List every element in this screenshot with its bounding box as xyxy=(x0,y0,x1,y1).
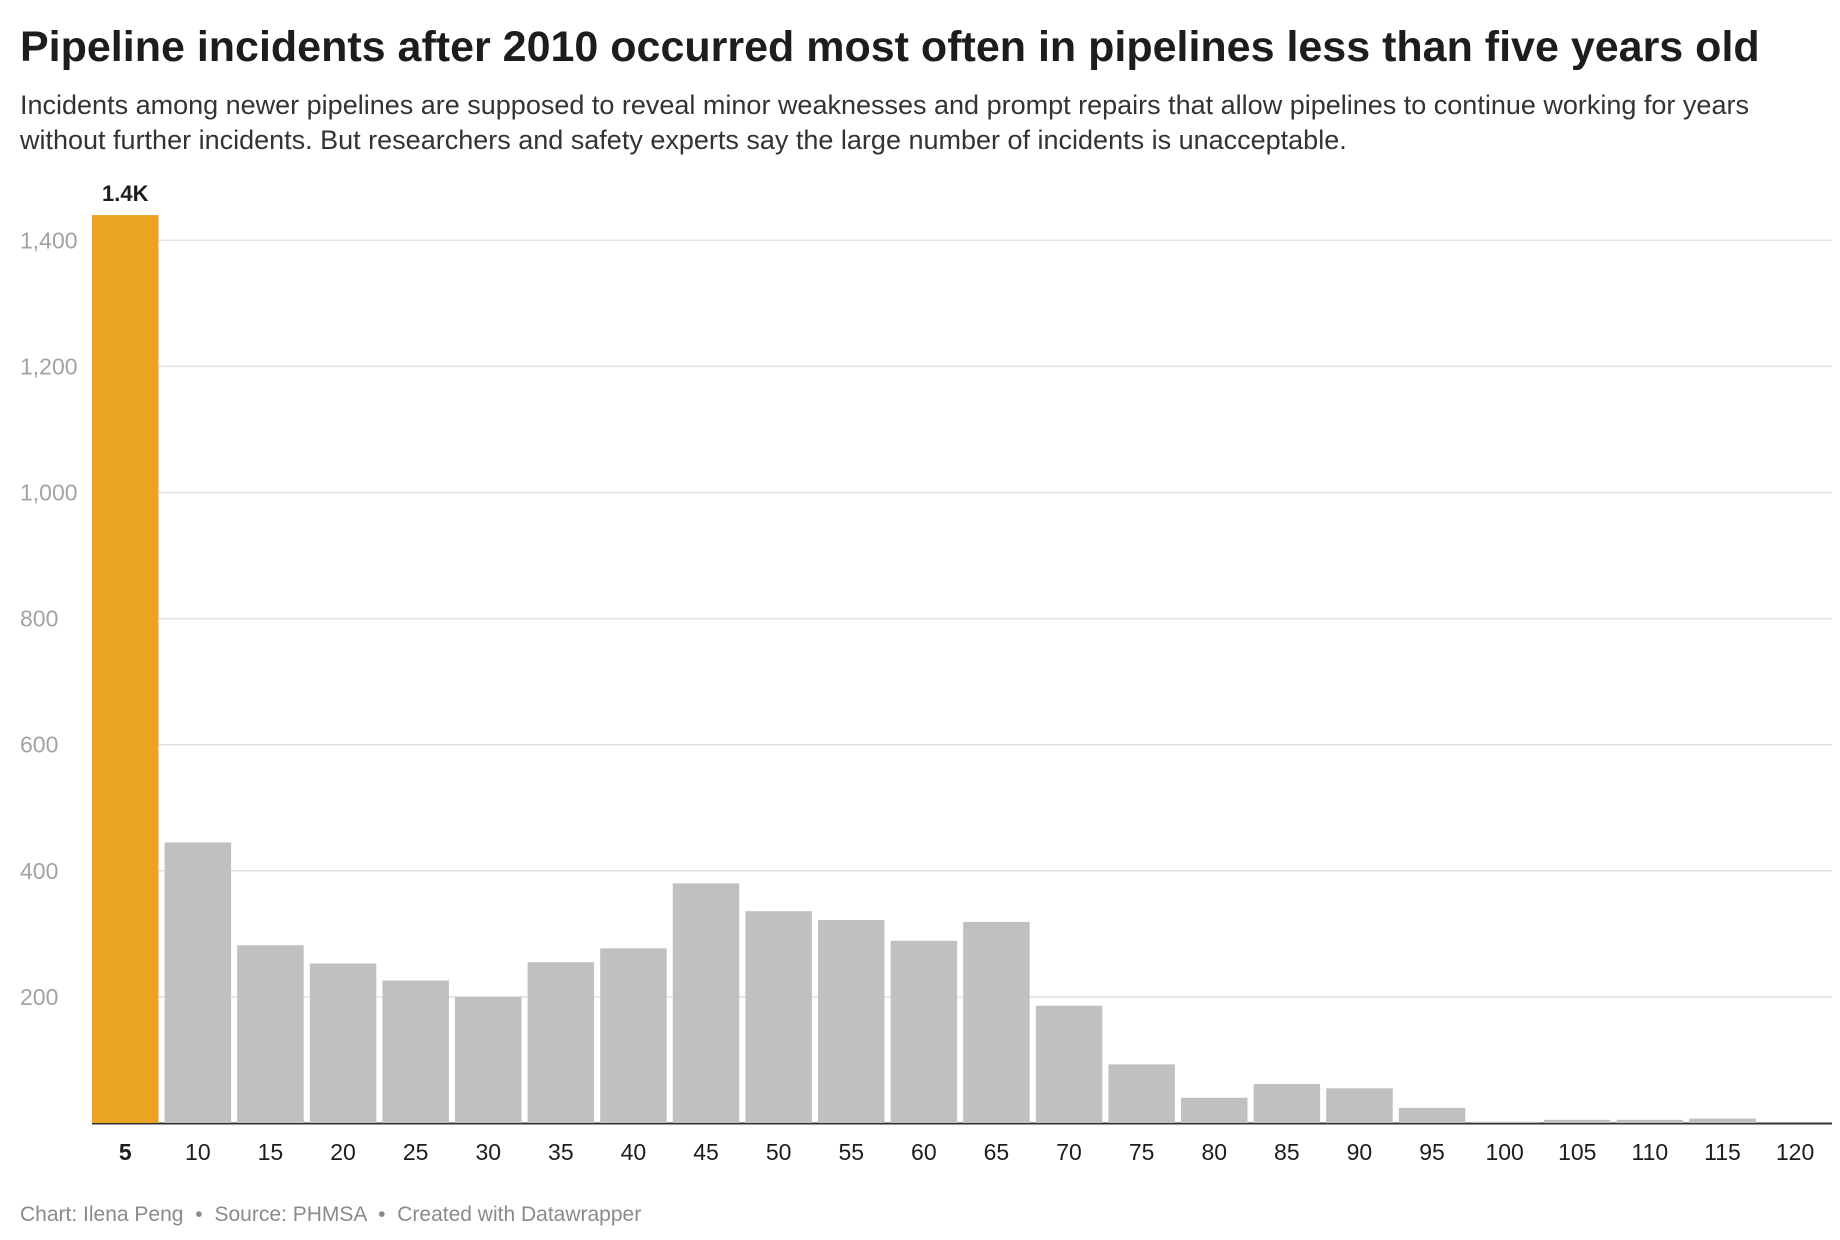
x-tick-label: 50 xyxy=(766,1139,792,1165)
chart-footer: Chart: Ilena Peng • Source: PHMSA • Crea… xyxy=(20,1203,641,1227)
bar-40 xyxy=(600,948,667,1123)
bar-90 xyxy=(1326,1088,1393,1123)
x-tick-label: 90 xyxy=(1347,1139,1373,1165)
x-tick-label: 105 xyxy=(1558,1139,1596,1165)
x-tick-label: 45 xyxy=(693,1139,719,1165)
x-tick-label: 40 xyxy=(621,1139,647,1165)
bar-value-label: 1.4K xyxy=(102,181,149,206)
x-tick-label: 5 xyxy=(119,1139,132,1165)
y-tick-label: 200 xyxy=(20,984,58,1010)
bar-75 xyxy=(1108,1064,1175,1123)
bar-50 xyxy=(745,911,812,1123)
x-tick-label: 95 xyxy=(1419,1139,1445,1165)
x-tick-label: 80 xyxy=(1201,1139,1227,1165)
y-tick-label: 1,000 xyxy=(20,480,78,506)
y-tick-label: 800 xyxy=(20,606,58,632)
bar-110 xyxy=(1616,1119,1684,1123)
x-tick-label: 55 xyxy=(838,1139,864,1165)
bar-115 xyxy=(1689,1118,1756,1123)
bar-60 xyxy=(890,940,958,1123)
x-tick-label: 115 xyxy=(1704,1139,1741,1165)
x-tick-label: 30 xyxy=(475,1139,501,1165)
bar-30 xyxy=(455,996,522,1123)
bar-15 xyxy=(237,945,304,1123)
bar-35 xyxy=(527,962,595,1123)
source-credit: Source: PHMSA xyxy=(214,1203,367,1226)
footer-separator: • xyxy=(195,1203,203,1226)
x-tick-label: 100 xyxy=(1485,1139,1523,1165)
chart-subtitle: Incidents among newer pipelines are supp… xyxy=(20,90,1749,155)
bar-95 xyxy=(1398,1107,1466,1123)
x-tick-label: 35 xyxy=(548,1139,574,1165)
bar-chart: 200 400 600 800 1,000 1,200 1,400 5 1.4K 10 15 20 25… xyxy=(20,181,1832,1165)
chart-title: Pipeline incidents after 2010 occurred m… xyxy=(20,23,1760,71)
bar-105 xyxy=(1544,1119,1611,1123)
x-tick-label: 120 xyxy=(1776,1139,1814,1165)
y-tick-label: 1,200 xyxy=(20,353,78,379)
x-tick-label: 20 xyxy=(330,1139,356,1165)
x-tick-label: 75 xyxy=(1129,1139,1155,1165)
footer-separator: • xyxy=(378,1203,386,1226)
x-tick-label: 15 xyxy=(258,1139,284,1165)
grid-lines xyxy=(92,239,1832,1125)
bar-10 xyxy=(164,842,232,1123)
y-tick-label: 600 xyxy=(20,732,58,758)
bar-65 xyxy=(963,921,1030,1123)
bar-25 xyxy=(382,980,449,1123)
bar-45 xyxy=(672,883,740,1123)
chart-credit: Chart: Ilena Peng xyxy=(20,1203,184,1226)
bar-70 xyxy=(1035,1005,1103,1123)
x-tick-label: 10 xyxy=(185,1139,211,1165)
y-tick-label: 1,400 xyxy=(20,227,78,253)
x-tick-label: 110 xyxy=(1632,1139,1669,1165)
bar-100 xyxy=(1471,1121,1538,1123)
y-tick-label: 400 xyxy=(20,858,58,884)
x-tick-label: 65 xyxy=(984,1139,1010,1165)
bars xyxy=(92,215,1756,1123)
bar-80 xyxy=(1181,1097,1248,1123)
labels: 200 400 600 800 1,000 1,200 1,400 5 1.4K 10 15 20 25… xyxy=(20,181,1814,1165)
x-tick-label: 70 xyxy=(1056,1139,1082,1165)
bar-5 xyxy=(92,215,159,1123)
x-tick-label: 85 xyxy=(1274,1139,1300,1165)
x-tick-label: 25 xyxy=(403,1139,429,1165)
bar-20 xyxy=(309,963,377,1123)
x-tick-label: 60 xyxy=(911,1139,937,1165)
datawrapper-credit: Created with Datawrapper xyxy=(397,1203,642,1226)
bar-55 xyxy=(818,919,885,1123)
bar-85 xyxy=(1253,1083,1321,1123)
